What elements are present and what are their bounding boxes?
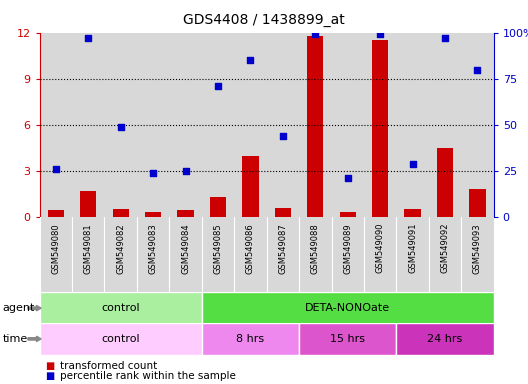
Bar [299,33,332,217]
Text: GSM549085: GSM549085 [213,223,222,273]
Text: GSM549093: GSM549093 [473,223,482,273]
Text: GSM549081: GSM549081 [84,223,93,273]
Bar [267,33,299,217]
Point [52,166,60,172]
Text: GSM549087: GSM549087 [278,223,287,274]
Text: time: time [3,334,28,344]
Text: transformed count: transformed count [60,361,157,371]
Text: 24 hrs: 24 hrs [427,334,463,344]
Bar [332,217,364,292]
Point [344,175,352,181]
Bar [461,217,494,292]
Point [279,133,287,139]
Bar [429,217,461,292]
Point [149,170,157,176]
Bar [234,217,267,292]
Bar [80,191,97,217]
Bar [429,33,461,217]
Text: GSM549082: GSM549082 [116,223,125,273]
Point [246,57,254,63]
Text: agent: agent [3,303,35,313]
Text: 15 hrs: 15 hrs [330,334,365,344]
Bar [397,217,429,292]
Bar [40,217,72,292]
Bar [40,33,72,217]
Bar [72,33,105,217]
Point [117,124,125,130]
Bar [397,33,429,217]
Bar [307,36,323,217]
Bar [40,292,202,324]
Point [84,35,92,41]
Bar [169,217,202,292]
Point [376,31,384,38]
Text: GSM549086: GSM549086 [246,223,255,274]
Bar [169,33,202,217]
Point [473,66,482,73]
Bar [137,217,169,292]
Bar [202,292,494,324]
Text: GSM549092: GSM549092 [440,223,449,273]
Bar [234,33,267,217]
Bar [72,217,105,292]
Text: GSM549084: GSM549084 [181,223,190,273]
Bar [202,33,234,217]
Text: DETA-NONOate: DETA-NONOate [305,303,390,313]
Bar [40,323,202,355]
Text: GSM549080: GSM549080 [51,223,60,273]
Bar [112,209,129,217]
Bar [242,156,259,217]
Point [408,161,417,167]
Bar [461,33,494,217]
Text: GSM549089: GSM549089 [343,223,352,273]
Text: GSM549091: GSM549091 [408,223,417,273]
Text: GSM549083: GSM549083 [148,223,158,274]
Bar [48,210,64,217]
Text: percentile rank within the sample: percentile rank within the sample [60,371,235,381]
Bar [105,217,137,292]
Bar [202,323,299,355]
Text: control: control [101,303,140,313]
Text: control: control [101,334,140,344]
Bar [210,197,226,217]
Point [214,83,222,89]
Text: ■: ■ [45,361,54,371]
Bar [299,217,332,292]
Bar [202,217,234,292]
Bar [105,33,137,217]
Text: GSM549088: GSM549088 [311,223,320,274]
Text: 8 hrs: 8 hrs [237,334,265,344]
Text: GDS4408 / 1438899_at: GDS4408 / 1438899_at [183,13,345,27]
Bar [404,209,421,217]
Point [441,35,449,41]
Bar [397,323,494,355]
Bar [177,210,194,217]
Point [181,168,190,174]
Bar [340,212,356,217]
Bar [275,208,291,217]
Bar [372,40,388,217]
Bar [437,148,453,217]
Bar [137,33,169,217]
Bar [267,217,299,292]
Bar [364,33,397,217]
Text: ■: ■ [45,371,54,381]
Bar [364,217,397,292]
Bar [469,189,486,217]
Bar [145,212,161,217]
Bar [332,33,364,217]
Bar [299,323,397,355]
Point [311,31,319,38]
Text: GSM549090: GSM549090 [375,223,385,273]
